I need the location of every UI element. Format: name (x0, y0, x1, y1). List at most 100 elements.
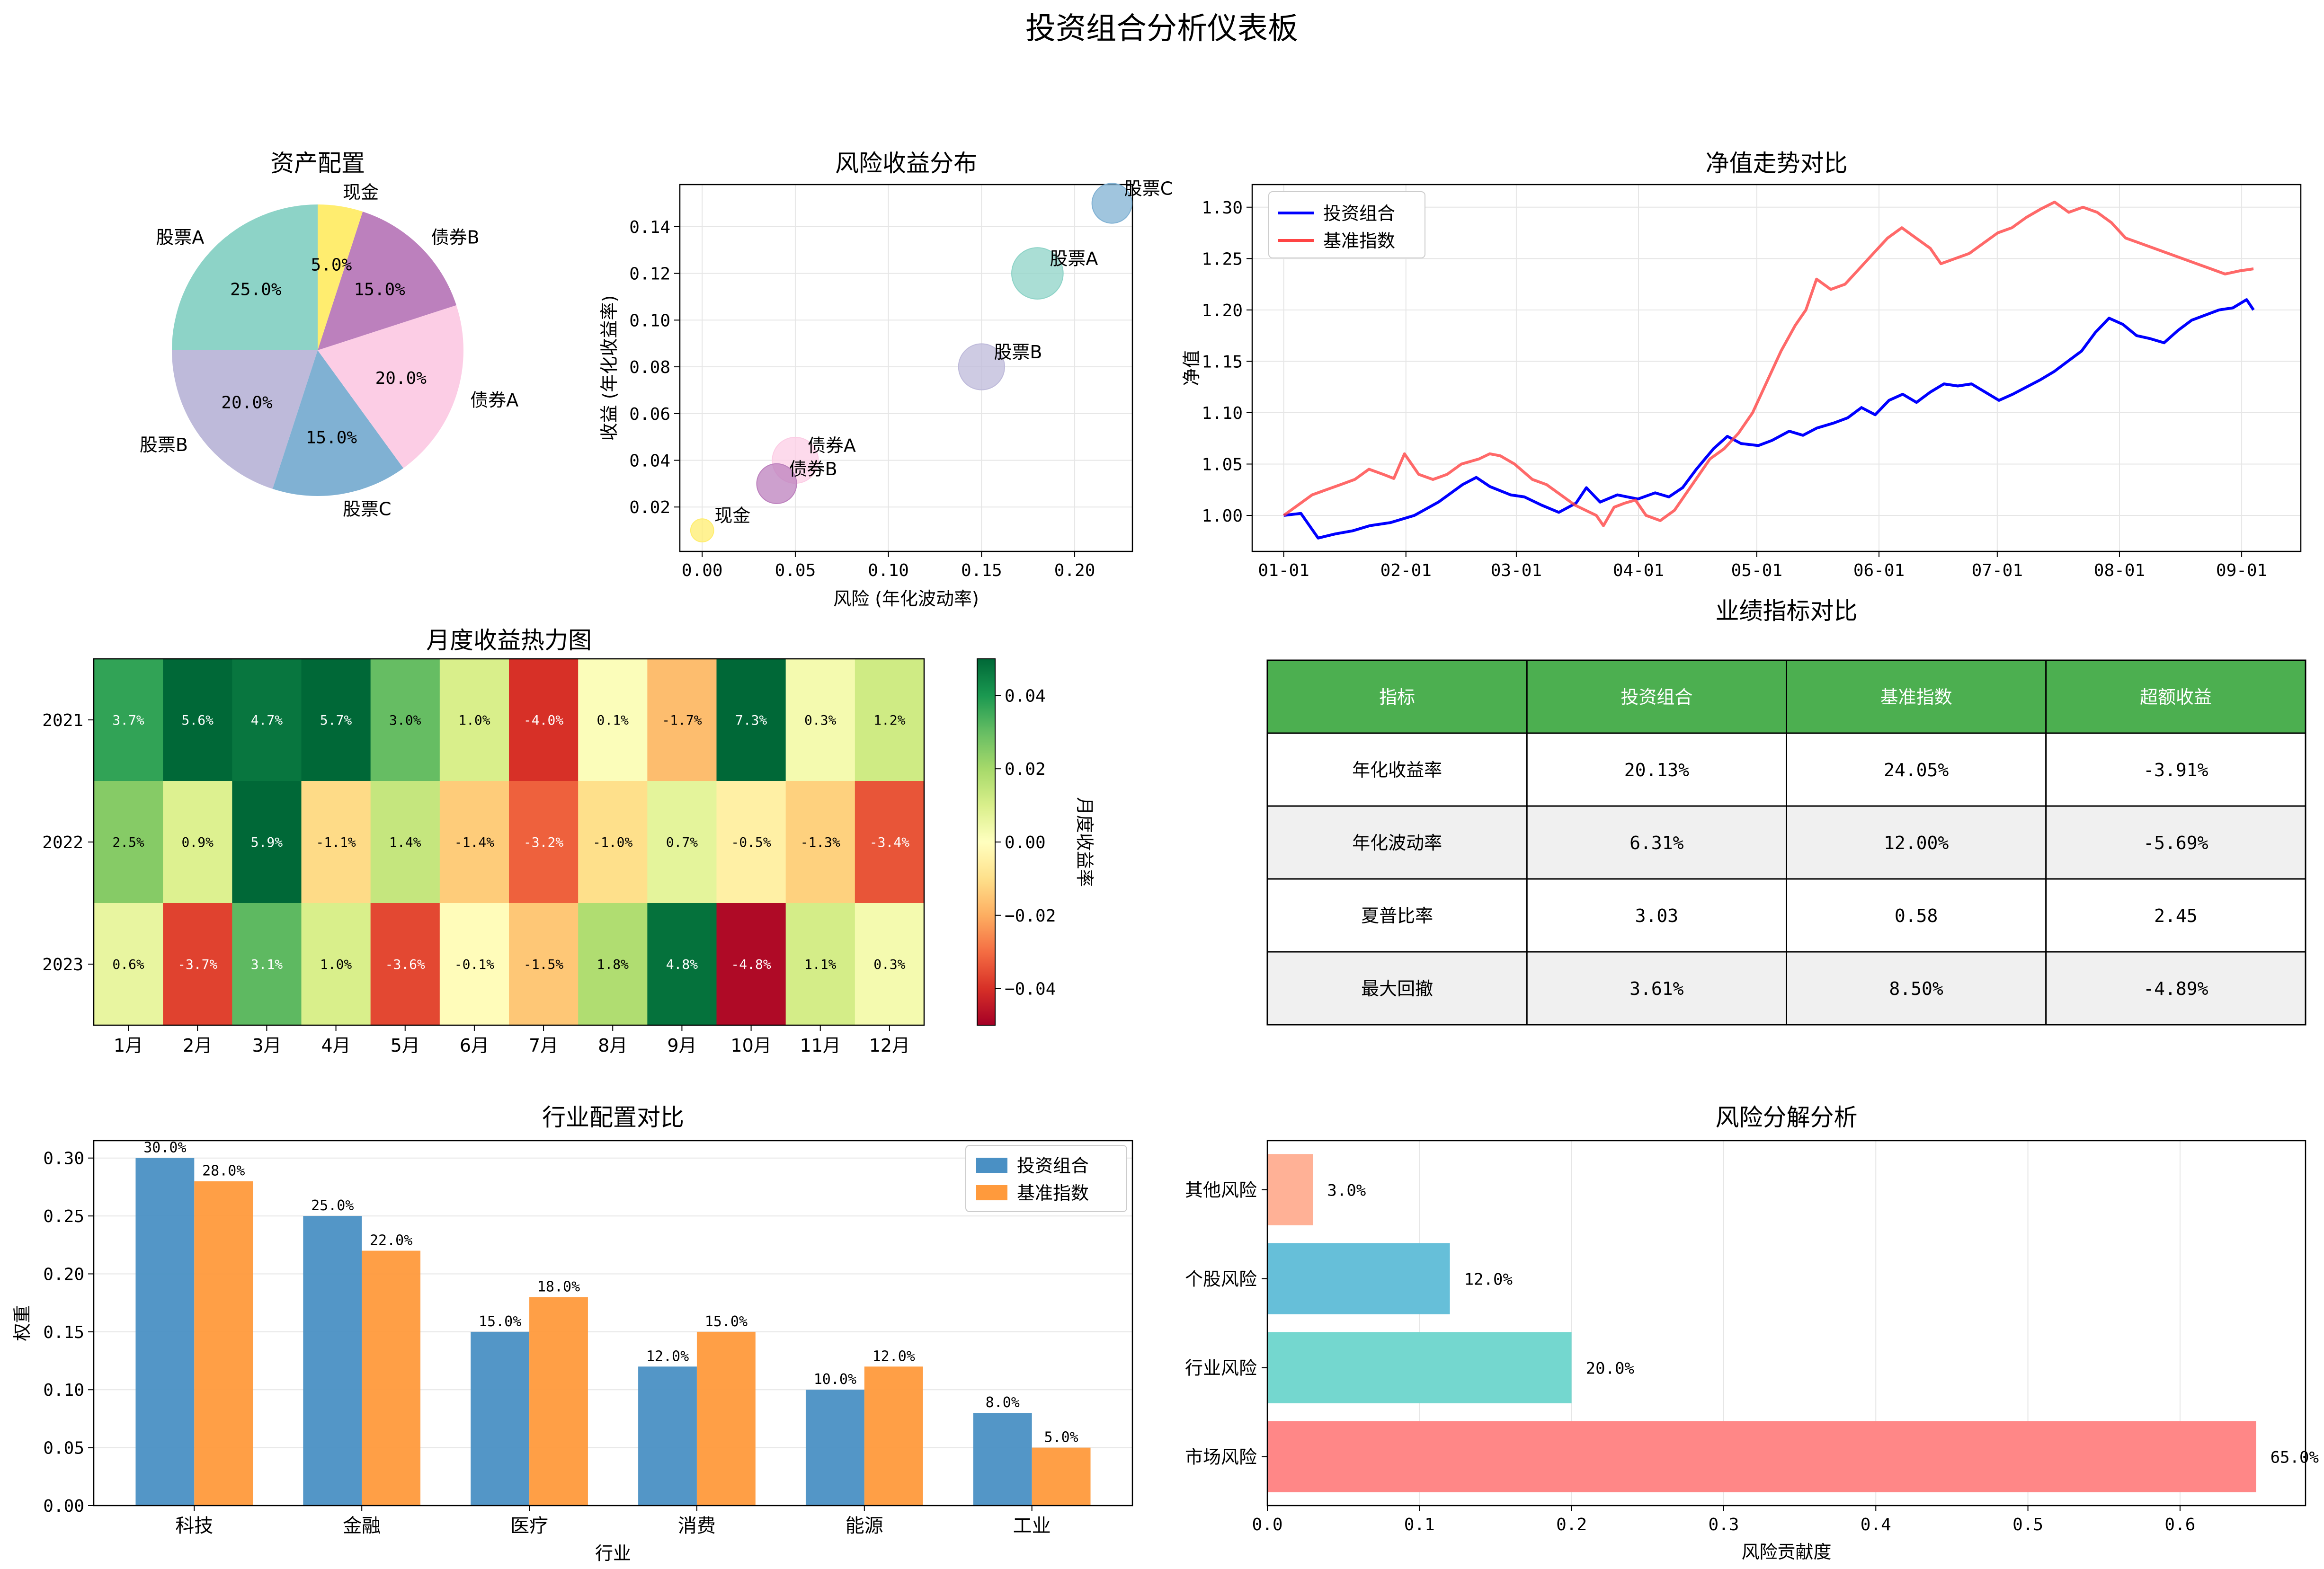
x-tick-label: 1月 (114, 1035, 143, 1056)
table-cell (2045, 805, 2306, 880)
table-cell-value: 3.03 (1635, 905, 1679, 926)
y-tick-label: 0.14 (629, 218, 670, 237)
x-tick-label: 0.4 (1861, 1515, 1891, 1534)
y-axis-label: 收益 (年化收益率) (599, 295, 620, 441)
series-line (1283, 298, 2255, 540)
plot-frame (679, 184, 1133, 552)
y-tick-label: 2022 (42, 833, 83, 852)
scatter-point-label: 股票C (1124, 178, 1173, 199)
scatter-point-label: 债券B (789, 459, 837, 479)
bar-value-label: 15.0% (705, 1313, 748, 1330)
bar-value-label: 10.0% (814, 1371, 856, 1388)
heatmap-cell (439, 903, 509, 1026)
bar-value-label: 5.0% (1044, 1429, 1078, 1446)
heatmap-cell-value: 0.3% (804, 712, 837, 728)
y-tick-label: 市场风险 (1185, 1447, 1257, 1468)
heatmap-cell (509, 903, 579, 1026)
heatmap-cell-value: -0.5% (731, 834, 771, 850)
heatmap-cell-value: 7.3% (735, 712, 767, 728)
x-tick-label: 消费 (678, 1515, 716, 1537)
y-tick-label: 个股风险 (1185, 1268, 1257, 1289)
x-tick-label: 6月 (460, 1035, 489, 1056)
heatmap-cell (509, 781, 579, 904)
x-tick-label: 0.2 (1556, 1515, 1587, 1534)
heatmap-cell-value: 1.4% (389, 834, 421, 850)
heatmap-cell-value: -1.7% (662, 712, 702, 728)
colorbar-label: 月度收益率 (1074, 797, 1095, 887)
heatmap-cell-value: 2.5% (112, 834, 144, 850)
heatmap-cell (301, 659, 371, 781)
heatmap-cell-value: -1.3% (801, 834, 840, 850)
x-axis-label: 风险 (年化波动率) (833, 588, 979, 609)
heatmap-cell-value: 5.7% (320, 712, 352, 728)
table-cell (1266, 732, 1528, 807)
scatter-point-label: 现金 (714, 505, 750, 526)
heatmap-cell-value: -1.0% (593, 834, 632, 850)
pie-slice-label: 现金 (343, 182, 379, 203)
pie-slice-label: 股票C (343, 499, 392, 520)
y-tick-label: 0.05 (43, 1439, 84, 1458)
heatmap-cell (439, 659, 509, 781)
x-tick-label: 05-01 (1731, 561, 1782, 580)
y-tick-label: 0.30 (43, 1149, 84, 1169)
bar-value-label: 25.0% (311, 1197, 354, 1214)
table-header-label: 超额收益 (2140, 687, 2212, 708)
x-tick-label: 01-01 (1258, 561, 1309, 580)
chart-title: 资产配置 (270, 150, 365, 177)
heatmap-cell (232, 781, 302, 904)
bar (1267, 1421, 2256, 1492)
bar (135, 1158, 195, 1506)
y-tick-label: 2021 (42, 711, 83, 730)
x-tick-label: 0.0 (1252, 1515, 1282, 1534)
heatmap-cell-value: 0.1% (597, 712, 629, 728)
bar-value-label: 22.0% (370, 1232, 412, 1249)
table-cell (2045, 878, 2306, 953)
heatmap-cell-value: -1.5% (524, 957, 563, 972)
y-tick-label: 1.00 (1202, 506, 1243, 526)
y-tick-label: 2023 (42, 955, 83, 975)
bar (1267, 1154, 1313, 1225)
y-axis-label: 净值 (1181, 350, 1202, 386)
table-cell (2045, 951, 2306, 1026)
plot-frame (1251, 184, 2302, 552)
legend-label: 投资组合 (1323, 203, 1395, 224)
table-cell-value: 24.05% (1884, 760, 1949, 780)
heatmap-cell (232, 659, 302, 781)
bar (696, 1331, 756, 1506)
legend-label: 基准指数 (1323, 230, 1395, 251)
heatmap-cell (716, 781, 786, 904)
heatmap-cell-value: 3.1% (251, 957, 283, 972)
bar-value-label: 28.0% (202, 1163, 245, 1179)
scatter-point-label: 股票B (994, 342, 1042, 363)
x-axis-label: 行业 (595, 1543, 631, 1564)
y-tick-label: 0.10 (629, 311, 670, 330)
scatter-point (1011, 247, 1064, 300)
heatmap-cell (509, 659, 579, 781)
y-tick-label: 0.20 (43, 1265, 84, 1284)
x-tick-label: 07-01 (1972, 561, 2023, 580)
x-tick-label: 4月 (321, 1035, 350, 1056)
y-tick-label: 1.20 (1202, 301, 1243, 320)
bar-value-label: 12.0% (873, 1348, 915, 1365)
table-header-cell (1526, 659, 1787, 734)
table-cell (1526, 732, 1787, 807)
heatmap-cell-value: 1.8% (597, 957, 629, 972)
heatmap-cell-value: -3.7% (178, 957, 217, 972)
heatmap-cell (439, 781, 509, 904)
heatmap-cell (785, 659, 855, 781)
heatmap-cell-value: 1.1% (804, 957, 837, 972)
monthly-return-heatmap: 月度收益热力图 3.7% 5.6% 4.7% 5.7% 3.0% 1.0% -4.0% 0.1%… (42, 627, 1095, 1056)
table-cell (1266, 805, 1528, 880)
y-axis-label: 权重 (12, 1305, 33, 1341)
table-cell-value: 8.50% (1889, 978, 1943, 999)
table-cell (2045, 732, 2306, 807)
chart-title: 净值走势对比 (1706, 150, 1848, 177)
y-tick-label: 1.30 (1202, 198, 1243, 218)
heatmap-cell (163, 659, 232, 781)
heatmap-cell (855, 781, 925, 904)
plot-frame (1266, 1140, 2306, 1507)
x-tick-label: 0.00 (682, 561, 723, 580)
